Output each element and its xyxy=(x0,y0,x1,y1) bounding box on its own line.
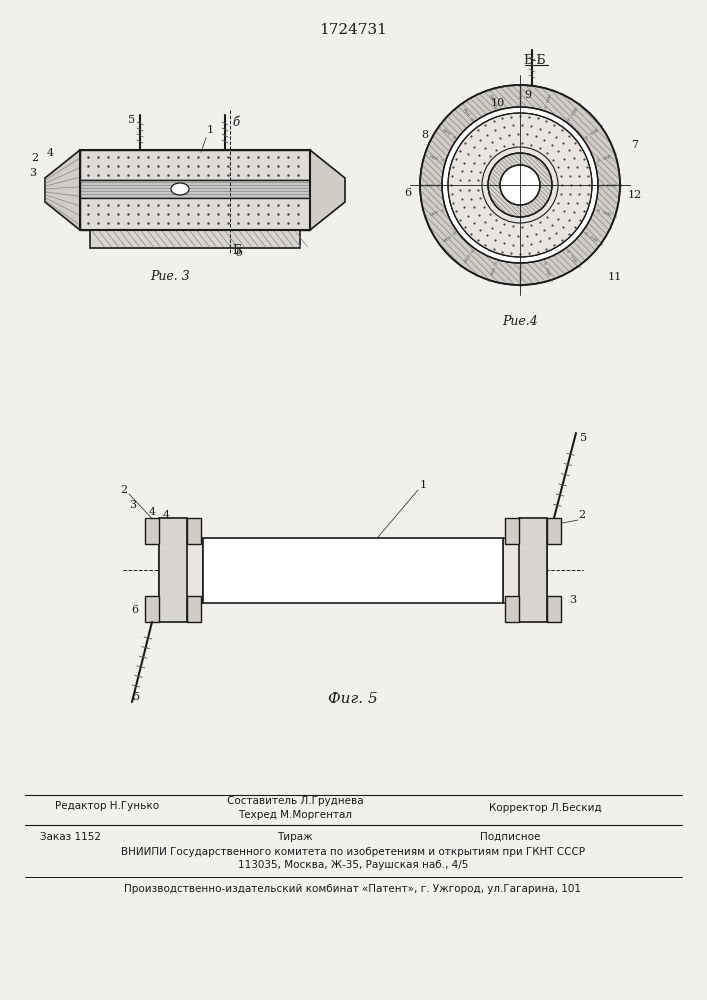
Text: Б: Б xyxy=(232,243,241,256)
Text: 4: 4 xyxy=(47,148,54,158)
Text: Заказ 1152: Заказ 1152 xyxy=(40,832,101,842)
Text: 1724731: 1724731 xyxy=(319,23,387,37)
Text: 3: 3 xyxy=(30,168,37,178)
Circle shape xyxy=(500,165,540,205)
Text: ВНИИПИ Государственного комитета по изобретениям и открытиям при ГКНТ СССР: ВНИИПИ Государственного комитета по изоб… xyxy=(121,847,585,857)
Text: 5: 5 xyxy=(129,115,136,125)
Text: 4: 4 xyxy=(551,523,558,533)
Bar xyxy=(90,230,300,248)
Text: б: б xyxy=(232,115,239,128)
Text: 113035, Москва, Ж-35, Раушская наб., 4/5: 113035, Москва, Ж-35, Раушская наб., 4/5 xyxy=(238,860,468,870)
Text: 8: 8 xyxy=(421,130,428,140)
Text: 7: 7 xyxy=(631,140,638,150)
Text: 12: 12 xyxy=(628,190,642,200)
Text: Редактор Н.Гунько: Редактор Н.Гунько xyxy=(55,801,159,811)
Bar xyxy=(203,538,503,603)
Text: Рие. 3: Рие. 3 xyxy=(150,270,190,283)
Text: 2: 2 xyxy=(578,510,585,520)
Text: 6: 6 xyxy=(404,188,411,198)
Text: 2: 2 xyxy=(31,153,39,163)
Text: Составитель Л.Груднева: Составитель Л.Груднева xyxy=(227,796,363,806)
Polygon shape xyxy=(159,538,203,603)
Text: Техред М.Моргентал: Техред М.Моргентал xyxy=(238,810,352,820)
Text: 4: 4 xyxy=(148,507,156,517)
Ellipse shape xyxy=(171,183,189,195)
Circle shape xyxy=(420,85,620,285)
Circle shape xyxy=(488,153,552,217)
Text: б: б xyxy=(235,248,242,258)
Text: R: R xyxy=(539,193,550,207)
Bar xyxy=(187,596,201,622)
Bar xyxy=(80,180,310,198)
Text: 3: 3 xyxy=(129,500,136,510)
Circle shape xyxy=(448,113,592,257)
Bar xyxy=(547,518,561,544)
Text: 5: 5 xyxy=(134,692,141,702)
Text: 11: 11 xyxy=(608,272,622,282)
Text: Фиг. 5: Фиг. 5 xyxy=(328,692,378,706)
Polygon shape xyxy=(45,150,80,230)
Text: 6: 6 xyxy=(132,605,139,615)
Text: 5: 5 xyxy=(580,433,588,443)
Text: 4: 4 xyxy=(163,510,170,520)
Text: 9: 9 xyxy=(525,90,532,100)
Text: Тираж: Тираж xyxy=(277,832,312,842)
Circle shape xyxy=(442,107,598,263)
Text: 1: 1 xyxy=(206,125,214,135)
Polygon shape xyxy=(310,150,345,230)
Bar xyxy=(519,518,547,622)
Bar xyxy=(80,150,310,180)
Bar xyxy=(145,518,159,544)
Text: 3: 3 xyxy=(569,595,577,605)
Text: Корректор Л.Бескид: Корректор Л.Бескид xyxy=(489,803,602,813)
Bar xyxy=(547,596,561,622)
Bar xyxy=(505,518,519,544)
Text: Рие.4: Рие.4 xyxy=(502,315,538,328)
Polygon shape xyxy=(503,538,547,603)
Text: Подписное: Подписное xyxy=(480,832,540,842)
Text: 10: 10 xyxy=(491,98,505,108)
Bar xyxy=(80,150,310,230)
Bar xyxy=(159,518,187,622)
Bar xyxy=(187,518,201,544)
Text: Производственно-издательский комбинат «Патент», г. Ужгород, ул.Гагарина, 101: Производственно-издательский комбинат «П… xyxy=(124,884,581,894)
Text: 4: 4 xyxy=(148,605,156,615)
Bar xyxy=(505,596,519,622)
Bar xyxy=(80,198,310,230)
Text: Б-Б: Б-Б xyxy=(524,53,547,66)
Text: 2: 2 xyxy=(120,485,127,495)
Bar xyxy=(145,596,159,622)
Text: 4: 4 xyxy=(551,600,558,610)
Text: 1: 1 xyxy=(419,480,426,490)
